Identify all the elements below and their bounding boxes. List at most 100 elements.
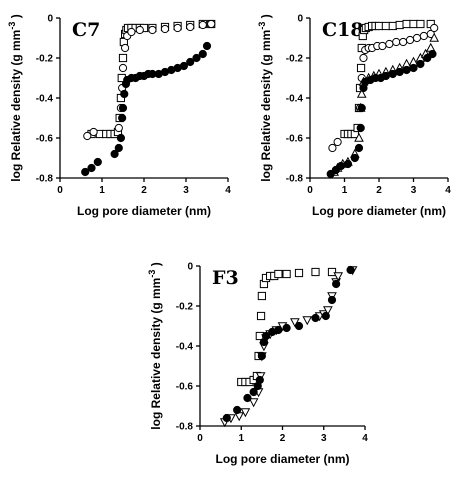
series-open-triangle-down <box>219 266 358 428</box>
data-point-open-triangle-down <box>248 398 259 408</box>
data-point-filled-circle <box>332 279 341 289</box>
data-point-open-circle <box>186 22 195 32</box>
data-point-open-square <box>256 311 266 321</box>
data-point-open-square <box>416 19 425 29</box>
x-tick-label: 3 <box>183 185 189 196</box>
data-point-filled-circle <box>416 59 425 69</box>
data-point-open-square <box>402 19 411 29</box>
x-tick-label: 1 <box>342 185 348 196</box>
data-point-filled-circle <box>255 375 264 385</box>
data-point-open-square <box>327 267 337 277</box>
x-tick-label: 1 <box>238 433 244 444</box>
data-point-open-square <box>395 20 404 30</box>
data-point-filled-circle <box>179 61 188 71</box>
y-tick-label: -0.6 <box>36 134 54 145</box>
series-filled-circle <box>81 41 212 177</box>
data-point-open-circle <box>359 53 368 63</box>
y-tick-label: -0.6 <box>286 134 304 145</box>
data-point-filled-circle <box>282 323 291 333</box>
data-point-filled-circle <box>257 351 266 361</box>
x-axis-title: Log pore diameter (nm) <box>77 204 211 218</box>
data-point-open-triangle-down <box>323 306 333 316</box>
x-tick-label: 0 <box>307 185 313 196</box>
y-tick-label: -0.8 <box>176 422 194 433</box>
series-open-triangle <box>329 32 440 176</box>
x-tick-label: 4 <box>225 185 231 196</box>
data-point-filled-circle <box>87 163 96 173</box>
data-point-open-circle <box>405 35 415 45</box>
data-point-filled-circle <box>346 265 355 275</box>
data-point-filled-circle <box>311 313 320 323</box>
y-tick-label: -0.2 <box>176 302 194 313</box>
data-point-open-circle <box>114 123 123 133</box>
data-point-open-square <box>294 268 304 278</box>
data-point-open-triangle <box>356 88 367 98</box>
y-tick-label: -0.2 <box>286 54 304 65</box>
data-point-open-circle <box>430 23 439 33</box>
data-point-open-circle <box>333 137 342 147</box>
x-tick-label: 2 <box>280 433 286 444</box>
x-axis-title: Log pore diameter (nm) <box>215 452 349 466</box>
series-filled-circle <box>222 265 355 423</box>
data-point-filled-circle <box>350 153 359 163</box>
data-point-open-circle <box>160 24 170 34</box>
data-point-open-square <box>388 21 397 31</box>
data-point-filled-circle <box>395 67 404 77</box>
y-axis-title: log Relative density (g mm-3 ) <box>257 14 273 181</box>
y-tick-label: -0.8 <box>286 174 304 185</box>
data-point-filled-circle <box>120 89 129 99</box>
data-point-open-triangle-down <box>333 272 344 282</box>
x-tick-label: 3 <box>411 185 417 196</box>
data-point-filled-circle <box>321 311 330 321</box>
data-point-filled-circle <box>343 159 353 169</box>
data-point-filled-circle <box>409 63 418 73</box>
data-point-open-square <box>381 21 390 31</box>
data-point-open-square <box>356 63 366 73</box>
x-tick-label: 0 <box>197 433 203 444</box>
data-point-filled-circle <box>222 413 231 423</box>
data-point-filled-circle <box>243 393 252 403</box>
data-point-open-square <box>374 21 384 31</box>
data-point-open-circle <box>148 25 157 35</box>
data-point-open-circle <box>392 37 401 47</box>
data-point-filled-circle <box>186 57 195 67</box>
x-tick-label: 3 <box>321 433 327 444</box>
data-point-open-triangle-down <box>240 408 251 418</box>
data-point-open-circle <box>328 143 337 153</box>
data-point-filled-circle <box>198 49 207 59</box>
data-point-filled-circle <box>428 49 437 59</box>
x-tick-label: 0 <box>57 185 63 196</box>
panel-title: C18 <box>322 19 364 41</box>
data-point-open-circle <box>385 39 394 49</box>
data-point-filled-circle <box>274 325 283 335</box>
data-point-open-circle <box>399 37 408 47</box>
y-tick-label: -0.4 <box>36 94 54 105</box>
data-point-filled-circle <box>261 331 271 341</box>
x-tick-label: 2 <box>376 185 382 196</box>
data-point-filled-circle <box>81 167 90 177</box>
panel-title: C7 <box>72 19 100 41</box>
data-point-open-square <box>409 19 418 29</box>
data-point-filled-circle <box>357 103 366 113</box>
data-point-filled-circle <box>233 405 242 415</box>
series-open-circle <box>83 19 216 141</box>
y-tick-label: -0.6 <box>176 382 194 393</box>
data-point-filled-circle <box>110 149 119 159</box>
y-tick-label: -0.4 <box>176 342 194 353</box>
data-point-open-square <box>274 269 283 279</box>
data-point-open-circle <box>207 19 216 29</box>
data-point-filled-circle <box>402 65 411 75</box>
data-point-filled-circle <box>381 71 390 81</box>
data-point-open-circle <box>118 63 128 73</box>
data-point-open-circle <box>412 33 422 43</box>
data-point-filled-circle <box>249 387 258 397</box>
data-point-filled-circle <box>192 53 201 63</box>
y-tick-label: 0 <box>297 14 303 25</box>
x-tick-label: 2 <box>141 185 147 196</box>
data-point-open-square <box>118 53 128 63</box>
data-point-filled-circle <box>327 295 337 305</box>
y-tick-label: -0.8 <box>36 174 54 185</box>
